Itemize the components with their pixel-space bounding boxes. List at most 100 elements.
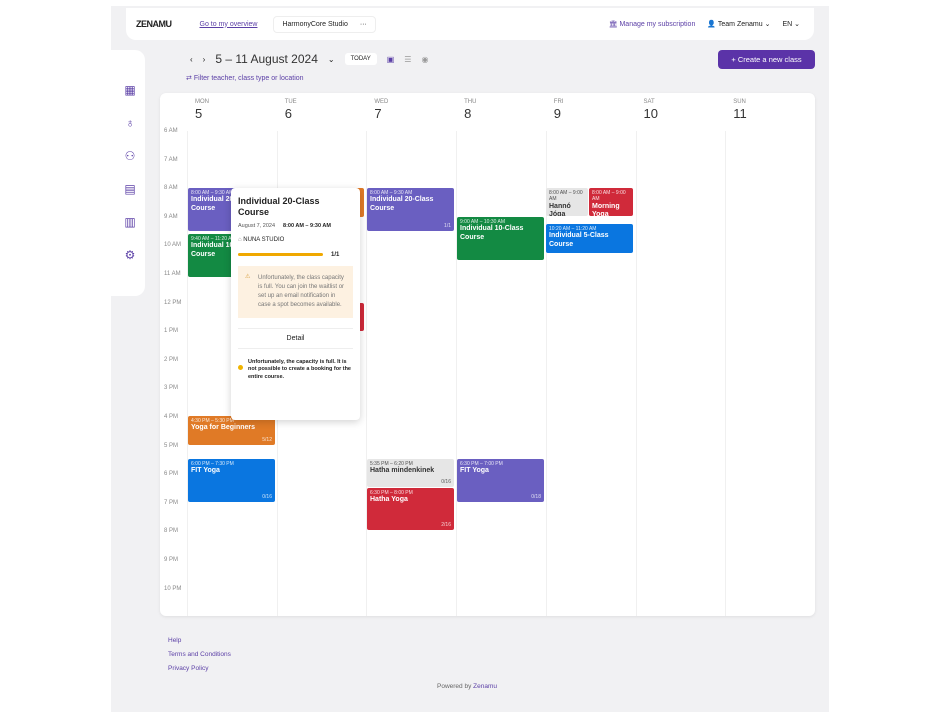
class-event[interactable]: 8:00 AM – 9:00 AM Morning Yoga xyxy=(589,188,633,216)
help-link[interactable]: Help xyxy=(168,637,182,644)
day-number: 5 xyxy=(195,106,203,121)
hour-label: 4 PM xyxy=(164,414,179,420)
event-title: Individual 20-Class Course xyxy=(370,196,434,212)
event-title: Individual 5-Class Course xyxy=(549,232,609,248)
event-time: 6:30 PM – 7:00 PM xyxy=(460,461,503,467)
filter-label: Filter teacher, class type or location xyxy=(193,75,304,82)
powered-label: Powered by xyxy=(437,683,472,690)
event-title: Hatha Yoga xyxy=(370,496,408,504)
hour-label: 9 AM xyxy=(164,213,178,220)
next-week-icon[interactable]: › xyxy=(202,54,206,64)
today-button[interactable]: TODAY xyxy=(344,53,377,65)
class-event[interactable]: 5:35 PM – 6:20 PM Hatha mindenkinek 0/16 xyxy=(367,459,454,487)
popup-date: August 7, 2024 xyxy=(238,222,276,229)
class-event[interactable]: 6:30 PM – 7:00 PM FIT Yoga 0/18 xyxy=(457,459,544,502)
calendar-view-icon[interactable]: ▣ xyxy=(386,54,395,64)
hour-label: 8 PM xyxy=(164,528,179,535)
popup-location: NUNA STUDIO xyxy=(243,236,285,243)
chevron-down-icon[interactable]: ⌄ xyxy=(327,54,335,64)
day-column[interactable] xyxy=(635,131,726,616)
hour-label: 12 PM xyxy=(164,299,182,306)
date-range[interactable]: 5 – 11 August 2024 xyxy=(215,52,318,66)
terms-link[interactable]: Terms and Conditions xyxy=(168,651,231,658)
detail-button[interactable]: Detail xyxy=(238,327,353,349)
day-header: SAT 10 xyxy=(636,99,725,121)
class-event[interactable]: 8:00 AM – 9:30 AM Individual 20-Class Cou… xyxy=(367,188,454,231)
studio-selector[interactable]: HarmonyCore Studio ··· xyxy=(273,15,376,33)
lotus-icon[interactable]: ♁ xyxy=(125,116,135,130)
privacy-link[interactable]: Privacy Policy xyxy=(168,665,209,672)
day-number: 8 xyxy=(464,106,472,121)
capacity-label: 1/1 xyxy=(331,251,340,258)
language-select[interactable]: EN ⌄ xyxy=(782,21,800,28)
day-header: TUE 6 xyxy=(277,99,366,121)
event-time: 9:00 AM – 10:30 AM xyxy=(460,219,506,225)
hour-label: 10 AM xyxy=(164,242,182,249)
status-dot-icon xyxy=(238,364,243,370)
class-event[interactable] xyxy=(356,303,364,331)
event-title: FIT Yoga xyxy=(191,467,220,475)
users-icon[interactable]: ⚇ xyxy=(124,149,136,163)
day-name: SAT xyxy=(643,99,655,105)
prev-week-icon[interactable]: ‹ xyxy=(190,54,193,64)
list-view-icon[interactable]: ☰ xyxy=(404,54,412,64)
class-event[interactable]: 10:20 AM – 11:20 AM Individual 5-Class Co… xyxy=(546,224,633,253)
eye-icon[interactable]: ◉ xyxy=(421,54,429,64)
day-name: TUE xyxy=(284,99,297,105)
hour-label: 7 PM xyxy=(164,499,179,506)
filter-link[interactable]: ⇄ Filter teacher, class type or location xyxy=(186,75,304,82)
day-column[interactable] xyxy=(187,131,277,616)
event-time: 8:00 AM – 9:00 AM xyxy=(592,190,626,203)
document-icon[interactable]: ▤ xyxy=(124,182,136,196)
logo: ZENAMU xyxy=(136,19,172,29)
event-count: 0/18 xyxy=(531,493,541,500)
brand-link[interactable]: Zenamu xyxy=(473,683,497,690)
day-name: MON xyxy=(195,99,209,105)
day-column[interactable] xyxy=(545,131,636,616)
more-icon[interactable]: ··· xyxy=(359,20,367,28)
event-count: 0/16 xyxy=(262,493,272,500)
subscription-link[interactable]: 🏛 Manage my subscription xyxy=(608,21,696,28)
event-time: 8:00 AM – 9:00 AM xyxy=(549,190,583,203)
day-column[interactable] xyxy=(456,131,546,616)
event-title: Morning Yoga xyxy=(592,202,620,217)
event-title: Individual 20-Class Course xyxy=(191,196,255,212)
subscription-label: Manage my subscription xyxy=(619,21,696,28)
day-column[interactable] xyxy=(366,131,456,616)
day-number: 10 xyxy=(643,106,658,121)
event-count: 2/16 xyxy=(441,521,451,528)
team-menu[interactable]: 👤 Team Zenamu ⌄ xyxy=(707,21,771,28)
class-event[interactable]: 9:00 AM – 10:30 AM Individual 10-Class Co… xyxy=(457,217,544,260)
event-time: 5:35 PM – 6:20 PM xyxy=(370,461,413,467)
hour-label: 11 AM xyxy=(164,271,181,277)
day-column[interactable] xyxy=(725,131,815,616)
class-event[interactable]: 8:00 AM – 9:00 AM Hannó Jóga xyxy=(546,188,588,216)
hour-label: 5 PM xyxy=(164,442,179,449)
date-nav: ‹ › 5 – 11 August 2024 ⌄ TODAY ▣ ☰ ◉ xyxy=(190,52,428,66)
day-number: 7 xyxy=(374,106,382,121)
full-notice-text: Unfortunately, the capacity is full. It … xyxy=(248,358,351,380)
event-time: 8:00 AM – 9:30 AM xyxy=(370,190,413,196)
class-event[interactable]: 4:30 PM – 5:30 PM Yoga for Beginners 5/12 xyxy=(188,416,275,445)
sidebar: ▦ ♁ ⚇ ▤ ▥ ⚙ xyxy=(111,50,145,296)
event-title: Yoga for Beginners xyxy=(191,424,256,432)
settings-icon[interactable]: ⚙ xyxy=(124,248,136,262)
overview-link[interactable]: Go to my overview xyxy=(199,20,258,28)
day-name: WED xyxy=(374,99,389,105)
day-header: WED 7 xyxy=(366,99,455,121)
language-label: EN xyxy=(782,21,793,28)
create-class-button[interactable]: + Create a new class xyxy=(718,50,815,69)
day-number: 9 xyxy=(553,106,562,121)
studio-name: HarmonyCore Studio xyxy=(282,20,348,28)
calendar-icon[interactable]: ▦ xyxy=(124,83,136,97)
hour-label: 6 PM xyxy=(164,471,179,478)
class-popup: Individual 20-Class Course August 7, 202… xyxy=(231,188,360,420)
hour-label: 7 AM xyxy=(164,156,178,163)
event-count: 1/1 xyxy=(444,222,451,229)
analytics-icon[interactable]: ▥ xyxy=(124,215,136,229)
event-title: Hannó Jóga xyxy=(549,202,571,217)
class-event[interactable]: 6:00 PM – 7:30 PM FIT Yoga 0/16 xyxy=(188,459,275,502)
class-event[interactable]: 6:30 PM – 8:00 PM Hatha Yoga 2/16 xyxy=(367,488,454,530)
hour-label: 6 AM xyxy=(164,128,178,134)
event-title: Individual 10-Class Course xyxy=(191,242,255,258)
